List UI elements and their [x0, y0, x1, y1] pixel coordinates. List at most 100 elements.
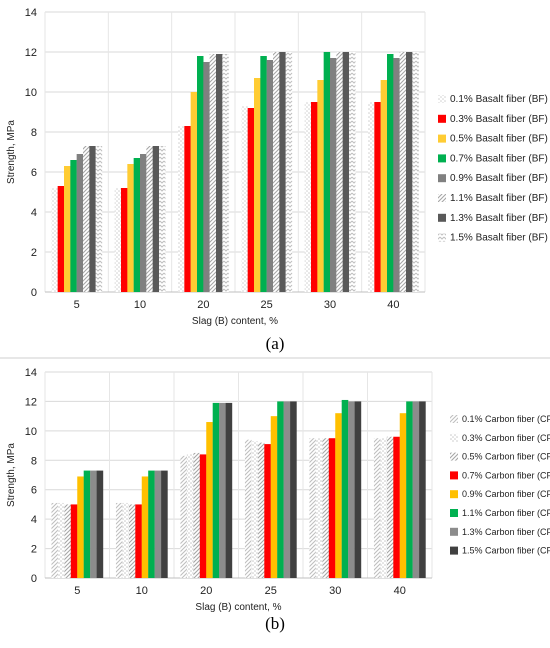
- legend-swatch: [450, 452, 458, 461]
- x-tick-label: 25: [261, 299, 273, 311]
- bar: [241, 106, 248, 292]
- bar: [206, 422, 213, 578]
- bar: [133, 158, 141, 292]
- bar: [399, 413, 407, 578]
- bar: [330, 58, 337, 292]
- y-tick-label: 4: [31, 514, 37, 526]
- x-tick-label: 25: [265, 585, 277, 597]
- legend-swatch: [438, 174, 446, 183]
- bar: [184, 126, 191, 292]
- legend-entry: 1.1% Basalt fiber (BF): [450, 193, 548, 204]
- bar: [251, 441, 258, 578]
- bar: [148, 470, 155, 578]
- bar: [309, 438, 317, 578]
- legend-swatch: [438, 154, 446, 163]
- bar: [374, 102, 381, 292]
- bar: [141, 476, 149, 578]
- bar: [264, 444, 271, 578]
- legend: 0.1% Basalt fiber (BF) 0.3% Basalt fiber …: [438, 94, 548, 244]
- bar: [209, 54, 217, 292]
- bar: [406, 52, 413, 292]
- bar: [95, 146, 103, 292]
- bar: [260, 56, 267, 292]
- chart-b: 0 2 4 6 8 10 12 14 5 10 20 25 30 40 Slag (B) content, …: [6, 367, 550, 633]
- y-axis-title: Strength, MPa: [6, 443, 17, 507]
- x-tick-label: 5: [74, 585, 80, 597]
- legend-entry: 0.1% Carbon fiber (CF): [462, 414, 550, 424]
- x-tick-label: 40: [387, 299, 399, 311]
- legend-swatch: [450, 471, 458, 480]
- legend: 0.1% Carbon fiber (CF) 0.3% Carbon fiber …: [450, 414, 550, 556]
- bar: [315, 438, 323, 578]
- bar: [83, 146, 90, 292]
- bar: [244, 439, 252, 578]
- bar: [90, 470, 97, 578]
- legend-entry: 0.3% Carbon fiber (CF): [462, 433, 550, 443]
- y-tick-label: 0: [31, 573, 37, 585]
- panel-label: (a): [266, 334, 285, 353]
- y-tick-label: 6: [31, 167, 37, 179]
- y-tick-label: 14: [25, 7, 37, 19]
- legend-entry: 0.7% Carbon fiber (CF): [462, 470, 550, 480]
- legend-entry: 0.5% Carbon fiber (CF): [462, 452, 550, 462]
- bar: [77, 476, 84, 578]
- bar: [64, 166, 71, 292]
- bar: [393, 436, 400, 578]
- y-tick-label: 8: [31, 127, 37, 139]
- bar: [114, 188, 122, 292]
- y-tick-label: 6: [31, 485, 37, 497]
- y-tick-label: 2: [31, 544, 37, 556]
- y-tick-label: 4: [31, 207, 37, 219]
- bar: [304, 102, 312, 292]
- legend-swatch: [450, 415, 458, 423]
- legend-entry: 0.7% Basalt fiber (BF): [450, 153, 548, 164]
- legend-swatch: [450, 546, 458, 555]
- bar: [247, 108, 255, 292]
- bar: [283, 401, 291, 578]
- x-tick-label: 20: [200, 585, 212, 597]
- bar: [199, 454, 207, 578]
- legend-entry: 0.3% Basalt fiber (BF): [450, 114, 548, 125]
- x-tick-label: 40: [394, 585, 406, 597]
- bar: [412, 52, 419, 292]
- bar: [419, 401, 426, 578]
- panel-label: (b): [265, 614, 285, 633]
- bar: [186, 454, 194, 578]
- x-tick-label: 20: [197, 299, 209, 311]
- bar: [335, 413, 342, 578]
- bar: [127, 164, 134, 292]
- legend-swatch: [438, 95, 446, 103]
- legend-entry: 1.3% Basalt fiber (BF): [450, 213, 548, 224]
- y-tick-label: 2: [31, 247, 37, 259]
- bar: [197, 56, 204, 292]
- bar: [219, 402, 226, 578]
- chart-a: 0 2 4 6 8 10 12 14 5 10 20 25 30 40 Slag (B) content, …: [6, 7, 548, 353]
- legend-swatch: [450, 527, 458, 536]
- legend-entry: 0.9% Carbon fiber (CF): [462, 489, 550, 499]
- bar: [349, 52, 356, 292]
- bar: [317, 80, 324, 292]
- legend-entry: 1.3% Carbon fiber (CF): [462, 527, 550, 537]
- bar: [161, 470, 168, 578]
- bar: [146, 146, 153, 292]
- y-tick-label: 8: [31, 455, 37, 467]
- bar: [270, 416, 278, 578]
- x-tick-label: 10: [136, 585, 148, 597]
- bar: [373, 438, 381, 578]
- bar: [380, 438, 387, 578]
- bar: [387, 54, 394, 292]
- bar: [277, 401, 284, 578]
- bar: [152, 146, 160, 292]
- bar: [180, 455, 188, 578]
- bar: [128, 504, 136, 578]
- x-tick-label: 30: [329, 585, 341, 597]
- bar: [212, 402, 220, 578]
- bar: [254, 78, 261, 292]
- bar: [399, 52, 407, 292]
- legend-swatch: [438, 213, 446, 222]
- bar: [225, 402, 233, 578]
- bar: [393, 58, 400, 292]
- y-axis-title: Strength, MPa: [6, 120, 17, 184]
- bar: [190, 92, 198, 292]
